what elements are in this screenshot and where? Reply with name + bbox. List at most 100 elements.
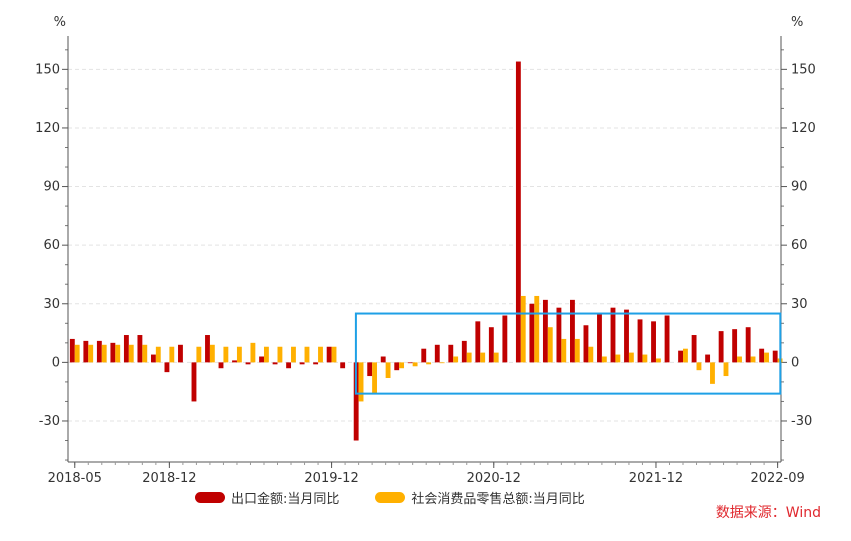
retail-bar (426, 362, 432, 365)
export-bar (759, 348, 765, 363)
export-bar (218, 362, 224, 369)
retail-bar (155, 346, 161, 363)
export-bar (232, 360, 237, 363)
retail-bar (480, 352, 486, 363)
retail-bar (466, 352, 472, 363)
retail-bar (534, 295, 540, 363)
retail-bar (601, 356, 607, 363)
export-bar (624, 309, 629, 363)
export-bar (326, 346, 332, 363)
export-bar (448, 344, 454, 363)
retail-bar (223, 346, 229, 363)
export-bar (570, 299, 575, 363)
retail-bar (737, 356, 742, 363)
y-unit-left: % (54, 15, 66, 30)
export-bar (110, 342, 116, 363)
retail-bar (750, 356, 756, 363)
export-bar (597, 313, 602, 363)
retail-bar (628, 352, 634, 363)
export-bar (83, 340, 89, 363)
y-tick-label-right: 60 (791, 238, 808, 253)
retail-bar (101, 344, 107, 363)
y-tick-label-left: 90 (43, 180, 60, 195)
retail-bar (304, 346, 310, 363)
retail-bar (520, 295, 526, 363)
export-bar (367, 362, 373, 377)
highlight-rect (354, 312, 782, 395)
export-bar (123, 335, 129, 363)
export-bar (353, 362, 359, 441)
export-bar (664, 315, 670, 363)
retail-bar (209, 344, 215, 363)
y-tick-label-left: -30 (39, 414, 60, 429)
retail-bar (169, 346, 175, 363)
export-bar (407, 362, 413, 364)
legend-label-export: 出口金额:当月同比 (231, 492, 340, 507)
y-tick-label-left: 150 (35, 62, 60, 77)
legend-item-export: 出口金额:当月同比 (195, 488, 339, 507)
export-bar (718, 331, 724, 363)
retail-bar (588, 346, 594, 363)
gridlines (68, 68, 781, 422)
retail-bar (710, 362, 715, 384)
legend-item-retail: 社会消费品零售总额:当月同比 (375, 488, 585, 507)
retail-bar (764, 352, 769, 363)
retail-bar (372, 362, 377, 394)
export-bar (178, 344, 183, 363)
y-tick-label-right: 150 (791, 62, 816, 77)
retail-bar (263, 346, 269, 363)
export-bar (191, 362, 197, 402)
x-tick-label: 2018-05 (48, 471, 102, 486)
export-bar (651, 321, 656, 363)
export-bar (394, 362, 400, 371)
y-tick-label-right: 0 (791, 355, 799, 370)
export-bar (488, 327, 494, 363)
retail-bar (453, 356, 459, 363)
export-bar (137, 335, 143, 363)
export-bar (380, 356, 386, 363)
export-bar (732, 329, 738, 363)
x-tick-label: 2018-12 (142, 471, 196, 486)
retail-bar (331, 346, 337, 363)
y-tick-label-right: 120 (791, 121, 816, 136)
x-tick-label: 2019-12 (304, 471, 358, 486)
y-tick-label-right: 90 (791, 180, 808, 195)
retail-bar (358, 362, 364, 402)
y-tick-label-right: -30 (791, 414, 812, 429)
export-bar (772, 350, 778, 363)
y-tick-label-left: 30 (43, 297, 60, 312)
export-bar (515, 61, 521, 363)
retail-bar (115, 344, 121, 363)
legend: 出口金额:当月同比 社会消费品零售总额:当月同比 (195, 488, 621, 507)
y-tick-label-left: 60 (43, 238, 60, 253)
retail-bar (615, 354, 621, 363)
retail-bar (574, 338, 580, 363)
legend-label-retail: 社会消费品零售总额:当月同比 (411, 492, 585, 507)
retail-bar (236, 346, 242, 363)
retail-bar (642, 354, 648, 363)
export-bar (637, 319, 643, 363)
x-tick-label: 2022-09 (750, 471, 804, 486)
export-bar (259, 356, 264, 363)
retail-bar (250, 342, 256, 363)
retail-bar (696, 362, 702, 371)
legend-swatch-export (195, 492, 225, 503)
axes: -30 -30 0 0 30 30 60 60 90 90 120 120 150 150% % 2018-0… (35, 15, 816, 486)
retail-bar (493, 352, 499, 363)
x-tick-label: 2021-12 (629, 471, 683, 486)
export-bar (705, 354, 711, 363)
export-bar (691, 335, 697, 363)
export-bar (556, 307, 562, 363)
export-bar (164, 362, 170, 373)
y-tick-label-left: 120 (35, 121, 60, 136)
retail-bar (128, 344, 134, 363)
export-bar (299, 362, 305, 365)
retail-bar (318, 346, 323, 363)
x-tick-label: 2020-12 (467, 471, 521, 486)
highlight-box (354, 312, 782, 395)
export-bar (69, 338, 75, 363)
retail-bar (683, 348, 688, 363)
export-bar (475, 321, 481, 363)
export-bar (272, 362, 278, 365)
